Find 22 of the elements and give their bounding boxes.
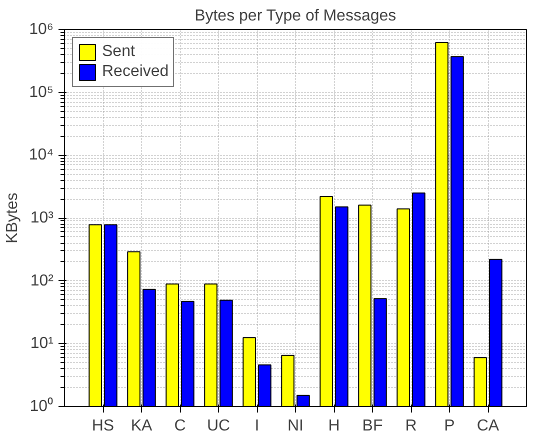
y-axis-title: KBytes: [4, 192, 21, 244]
x-tick-label: H: [328, 418, 340, 434]
x-tick-label: NI: [288, 418, 304, 434]
x-tick-label: I: [254, 418, 260, 434]
legend-label: Sent: [102, 43, 135, 61]
x-tick-label: HS: [92, 418, 114, 434]
y-tick-label: 10⁶: [29, 21, 54, 38]
x-tick-label: R: [405, 418, 417, 434]
y-tick-label: 10²: [30, 272, 54, 290]
y-tick-label: 10³: [30, 210, 54, 226]
x-tick-label: BF: [362, 418, 383, 434]
x-tick-label: CA: [476, 418, 500, 434]
x-tick-label: UC: [206, 418, 230, 434]
x-tick-label: P: [444, 418, 455, 434]
y-tick-label: 10⁴: [28, 146, 54, 164]
y-tick-label: 10¹: [30, 335, 54, 352]
y-tick-label: 10⁰: [30, 397, 54, 415]
chart-title: Bytes per Type of Messages: [194, 8, 396, 24]
x-tick-label: C: [174, 418, 186, 434]
x-tick-label: KA: [130, 418, 152, 434]
y-tick-label: 10⁵: [29, 84, 54, 101]
legend-label: Received: [102, 63, 169, 81]
